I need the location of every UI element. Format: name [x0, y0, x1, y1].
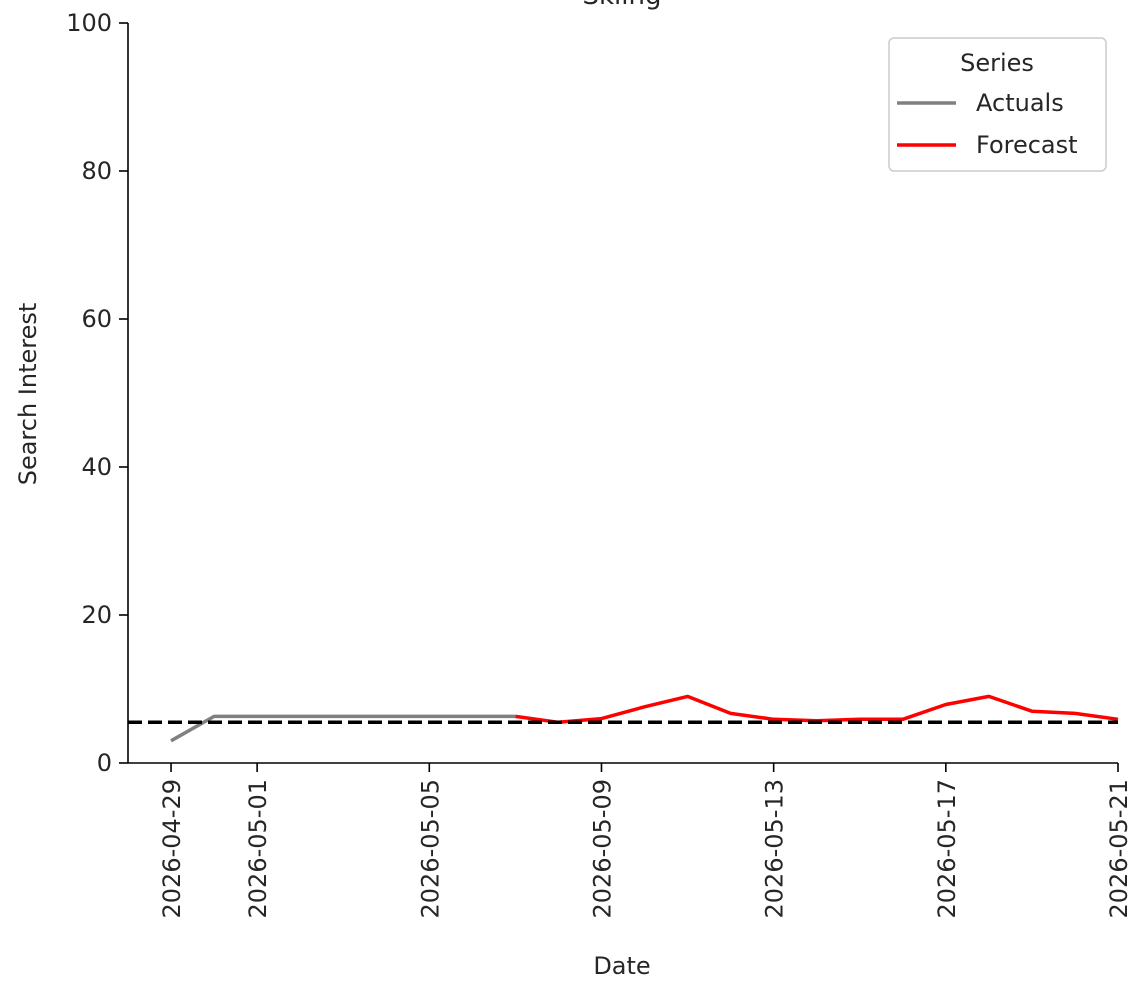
x-axis-label: Date — [593, 952, 650, 980]
series-line-1 — [515, 694, 1119, 725]
y-tick-label: 0 — [97, 749, 112, 777]
legend-label-1: Forecast — [976, 131, 1078, 159]
legend-title: Series — [960, 49, 1034, 77]
series-layer — [128, 694, 1119, 743]
x-tick-label: 2026-05-09 — [589, 779, 617, 918]
y-axis-label: Search Interest — [14, 303, 42, 486]
x-tick-label: 2026-05-21 — [1105, 779, 1133, 918]
series-line-0 — [170, 714, 516, 743]
y-tick-label: 40 — [81, 453, 112, 481]
legend: Series Actuals Forecast — [888, 37, 1107, 172]
legend-label-0: Actuals — [976, 89, 1064, 117]
x-tick-label: 2026-05-01 — [244, 779, 272, 918]
y-tick-label: 80 — [81, 157, 112, 185]
x-tick-label: 2026-05-13 — [761, 779, 789, 918]
x-tick-label: 2026-05-05 — [416, 779, 444, 918]
axes-layer: 0 20 40 60 80 100 2026-04-29 2026-05-01 2026-05-… — [66, 9, 1133, 918]
y-tick-label: 60 — [81, 305, 112, 333]
x-tick-label: 2026-05-17 — [933, 779, 961, 918]
y-tick-label: 20 — [81, 601, 112, 629]
chart-title: Skiing — [583, 0, 662, 11]
legend-box — [888, 37, 1107, 172]
y-tick-label: 100 — [66, 9, 112, 37]
x-tick-label: 2026-04-29 — [158, 779, 186, 918]
